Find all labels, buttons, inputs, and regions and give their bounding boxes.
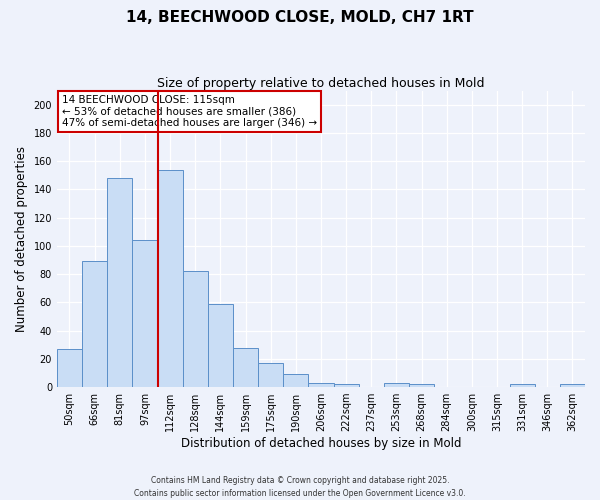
Bar	[384, 383, 409, 387]
Bar	[107, 178, 133, 387]
Bar	[158, 170, 182, 387]
Bar	[233, 348, 258, 387]
Bar	[133, 240, 158, 387]
Bar	[283, 374, 308, 387]
Bar	[182, 272, 208, 387]
Text: 14 BEECHWOOD CLOSE: 115sqm
← 53% of detached houses are smaller (386)
47% of sem: 14 BEECHWOOD CLOSE: 115sqm ← 53% of deta…	[62, 95, 317, 128]
Bar	[208, 304, 233, 387]
Bar	[57, 349, 82, 387]
Y-axis label: Number of detached properties: Number of detached properties	[15, 146, 28, 332]
Bar	[82, 262, 107, 387]
Bar	[308, 383, 334, 387]
Title: Size of property relative to detached houses in Mold: Size of property relative to detached ho…	[157, 78, 485, 90]
Bar	[560, 384, 585, 387]
Bar	[334, 384, 359, 387]
Bar	[258, 363, 283, 387]
Text: 14, BEECHWOOD CLOSE, MOLD, CH7 1RT: 14, BEECHWOOD CLOSE, MOLD, CH7 1RT	[126, 10, 474, 25]
Text: Contains HM Land Registry data © Crown copyright and database right 2025.
Contai: Contains HM Land Registry data © Crown c…	[134, 476, 466, 498]
Bar	[409, 384, 434, 387]
Bar	[509, 384, 535, 387]
X-axis label: Distribution of detached houses by size in Mold: Distribution of detached houses by size …	[181, 437, 461, 450]
